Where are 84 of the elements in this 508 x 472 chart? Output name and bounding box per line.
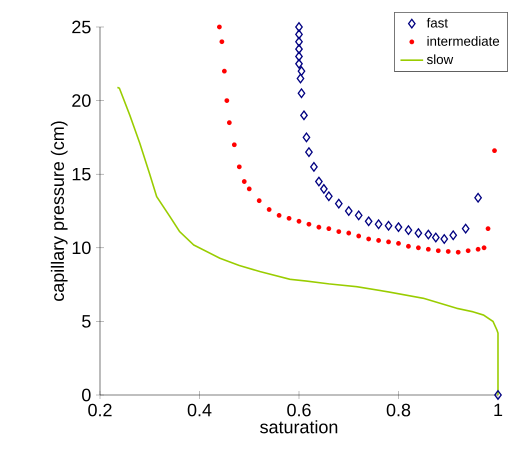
point [492,148,497,154]
point [242,179,247,184]
point [486,226,490,232]
point [320,184,328,194]
y-tick-label: 0 [82,388,91,402]
point [324,191,333,202]
y-tick-label: 15 [72,168,91,180]
point [432,232,440,242]
point [222,68,227,74]
x-tick-label: 0.8 [386,404,410,416]
point [386,240,391,244]
point [466,248,471,254]
point [374,219,382,230]
point [276,213,282,218]
y-tick-label: 10 [72,241,91,254]
point [482,245,486,250]
point [384,220,392,231]
point [462,224,470,234]
point [346,230,352,236]
point [310,162,318,172]
point [286,216,292,221]
point [295,36,303,47]
point [298,66,306,76]
x-tick-label: 0.4 [188,404,212,416]
line-series [116,86,499,396]
point [295,52,303,62]
point [305,147,313,158]
point [295,44,303,54]
point [224,98,230,103]
point [334,198,343,209]
point [446,249,451,254]
point [404,225,412,236]
point [217,24,222,30]
point [306,222,312,227]
point [396,240,401,246]
point [406,244,411,249]
point [344,206,353,216]
point [226,120,232,126]
point [456,250,461,255]
x-axis-title: saturation [260,420,338,434]
x-tick-label: 1 [494,404,502,416]
point [315,176,323,186]
point [354,210,363,220]
legend-label: intermediate [428,36,500,46]
point [426,246,431,252]
legend-label: fast [426,18,448,28]
x-tick-label: 0.6 [287,404,311,416]
point [296,218,302,224]
point [440,234,448,244]
y-tick-label: 25 [72,20,91,34]
point [356,234,362,238]
point [436,248,441,254]
point [236,164,242,170]
point [474,192,482,203]
point [494,390,502,400]
point [336,229,342,234]
point [219,39,224,44]
point [376,238,381,243]
point [295,29,303,40]
point [326,226,332,232]
point [424,230,432,240]
point [298,88,306,98]
point [366,236,372,242]
point [316,224,322,230]
point [302,132,310,142]
point [416,245,421,250]
y-tick-label: 20 [72,94,91,107]
y-tick-label: 5 [82,315,91,328]
point [256,198,262,204]
point [295,58,303,69]
point [296,74,304,84]
point [414,228,422,238]
x-tick-label: 0.2 [88,404,112,416]
legend-label: slow [426,54,454,64]
point [246,186,252,192]
point [364,216,372,226]
point [300,110,308,120]
point [394,222,402,232]
point [476,246,480,252]
point [449,230,458,240]
point [232,142,237,148]
point [266,207,272,212]
y-axis-title: capillary pressure (cm) [50,121,68,301]
point [295,22,303,32]
